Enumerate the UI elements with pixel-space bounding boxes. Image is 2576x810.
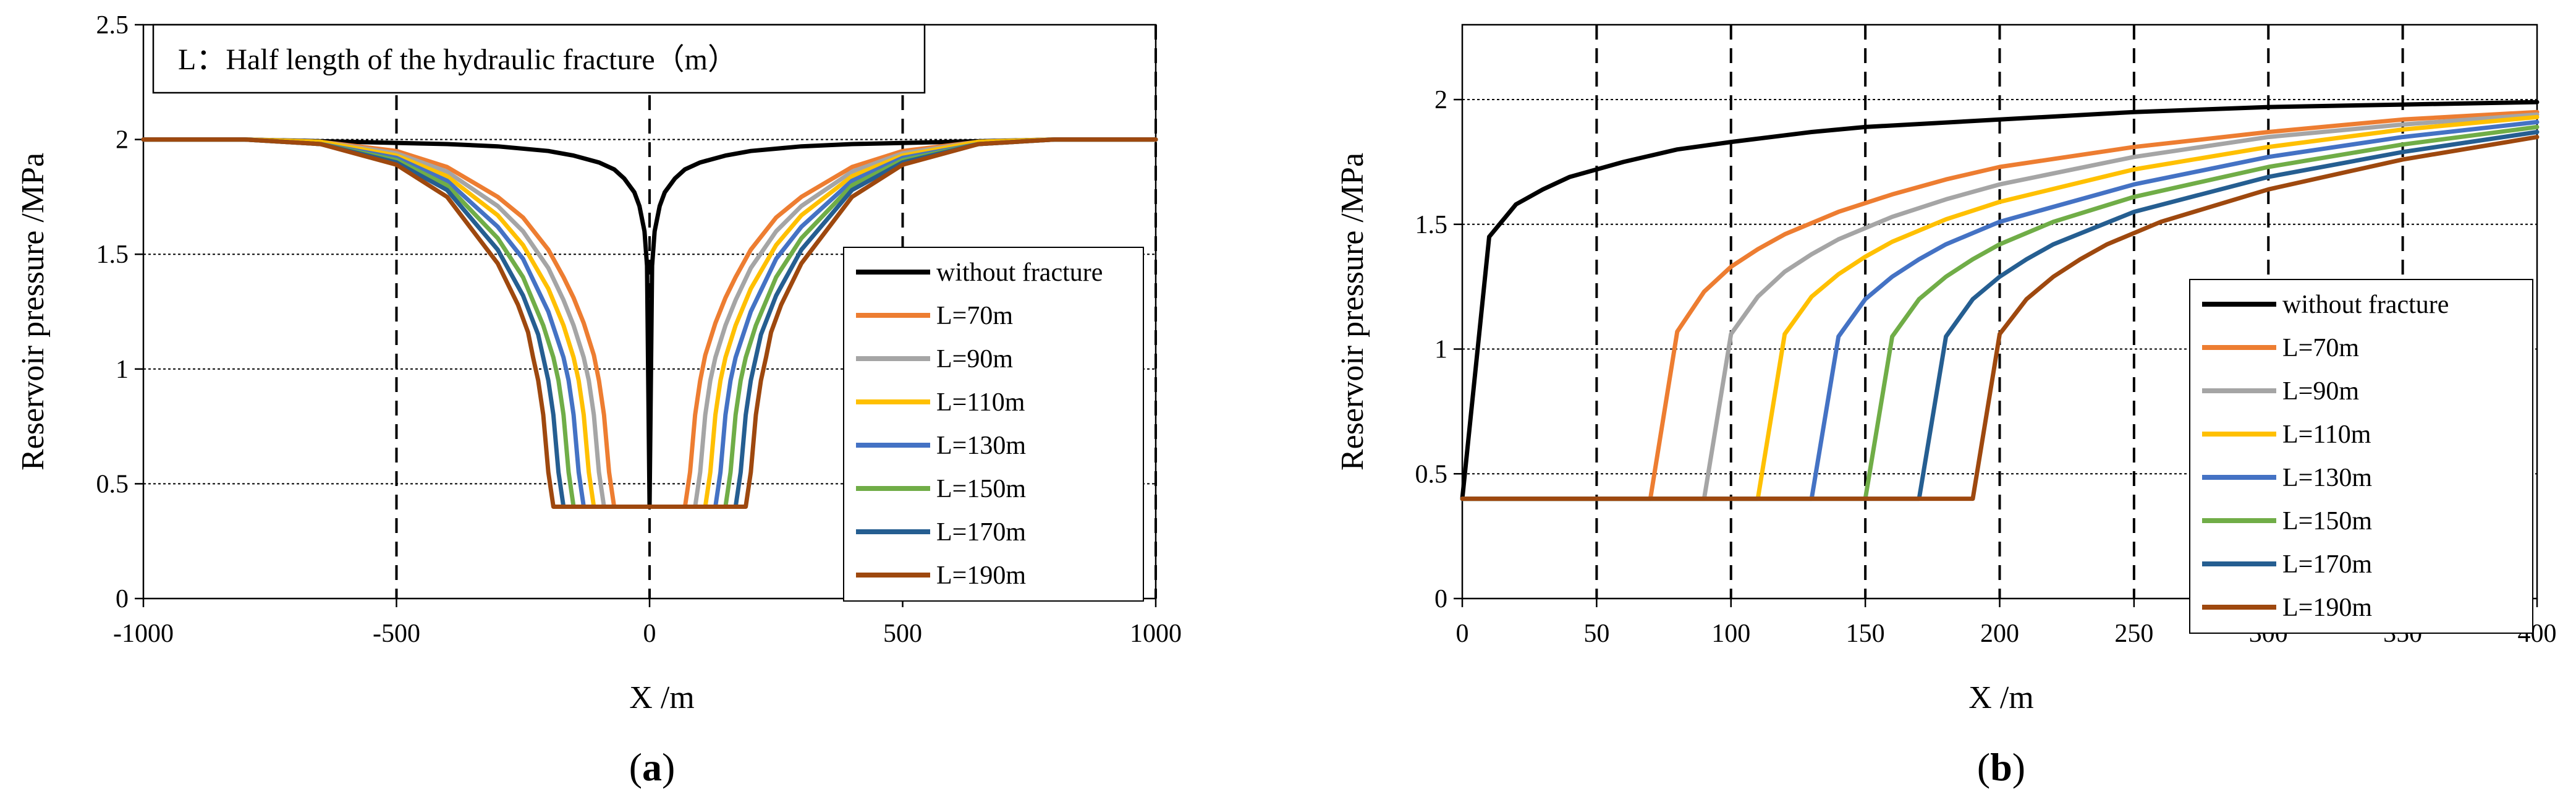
y-tick-label: 2.5 bbox=[96, 11, 129, 40]
x-tick-label: 50 bbox=[1583, 620, 1609, 648]
series-line bbox=[1460, 100, 2540, 501]
y-tick-label: 0 bbox=[1434, 585, 1447, 613]
x-tick-label: 0 bbox=[1456, 620, 1469, 648]
y-tick-label: 0 bbox=[116, 585, 129, 613]
legend-label: L=170m bbox=[936, 518, 1026, 547]
y-axis-title: Reservoir pressure /MPa bbox=[15, 153, 51, 471]
series-line bbox=[141, 137, 1158, 509]
x-tick-label: 0 bbox=[643, 620, 656, 648]
annotation-box bbox=[152, 23, 926, 94]
y-tick-label: 2 bbox=[116, 126, 129, 155]
legend-label: L=70m bbox=[2282, 334, 2359, 362]
legend-label: without fracture bbox=[936, 258, 1103, 287]
legend-label: L=70m bbox=[936, 302, 1013, 330]
x-tick-label: 100 bbox=[1711, 620, 1750, 648]
series-line bbox=[1460, 114, 2540, 501]
panel-label: (b) bbox=[1977, 745, 2025, 789]
series-line bbox=[1460, 124, 2540, 501]
x-axis-title: X /m bbox=[1968, 680, 2033, 715]
legend-label: L=130m bbox=[2282, 464, 2372, 492]
legend-label: L=150m bbox=[936, 475, 1026, 503]
x-tick-label: -500 bbox=[373, 620, 420, 648]
x-tick-label: 1000 bbox=[1130, 620, 1182, 648]
y-tick-label: 1 bbox=[116, 356, 129, 384]
x-tick-label: 500 bbox=[883, 620, 922, 648]
legend-label: L=190m bbox=[2282, 594, 2372, 622]
series-line bbox=[1460, 130, 2540, 501]
legend-label: L=90m bbox=[936, 345, 1013, 373]
legend-label: L=150m bbox=[2282, 507, 2372, 535]
legend-label: L=190m bbox=[936, 561, 1026, 590]
y-tick-label: 0.5 bbox=[96, 470, 129, 498]
legend-label: L=110m bbox=[2282, 420, 2371, 449]
y-tick-label: 1 bbox=[1434, 336, 1447, 364]
legend-box bbox=[843, 247, 1144, 602]
legend-label: L=90m bbox=[2282, 377, 2359, 406]
chart-panel-a: 0 0.5 1 1.5 2 2.5 -1000 -500 0 500 1000 L：Half leng… bbox=[15, 11, 1182, 789]
x-tick-label: 150 bbox=[1846, 620, 1885, 648]
series-line bbox=[1460, 135, 2540, 501]
y-tick-label: 1.5 bbox=[1415, 211, 1448, 239]
x-tick-label: -1000 bbox=[113, 620, 174, 648]
x-axis-title: X /m bbox=[629, 680, 694, 715]
legend-box bbox=[2189, 279, 2533, 634]
x-tick-label: 200 bbox=[1980, 620, 2019, 648]
series-line bbox=[1460, 119, 2540, 501]
y-tick-label: 0.5 bbox=[1415, 460, 1448, 488]
legend-label: L=130m bbox=[936, 432, 1026, 460]
legend-label: L=170m bbox=[2282, 550, 2372, 579]
panel-label: (a) bbox=[629, 745, 676, 789]
y-tick-label: 2 bbox=[1434, 86, 1447, 114]
annotation-text: L：Half length of the hydraulic fracture（… bbox=[178, 43, 737, 76]
y-tick-label: 1.5 bbox=[96, 241, 129, 269]
x-tick-label: 250 bbox=[2114, 620, 2153, 648]
series-line bbox=[1460, 112, 2540, 501]
chart-panel-b: 00.511.52050100150200250300350400without… bbox=[1335, 23, 2557, 789]
legend-label: without fracture bbox=[2282, 291, 2449, 319]
y-axis-title: Reservoir pressure /MPa bbox=[1335, 153, 1370, 471]
legend-label: L=110m bbox=[936, 388, 1025, 417]
series-line bbox=[1460, 109, 2540, 501]
